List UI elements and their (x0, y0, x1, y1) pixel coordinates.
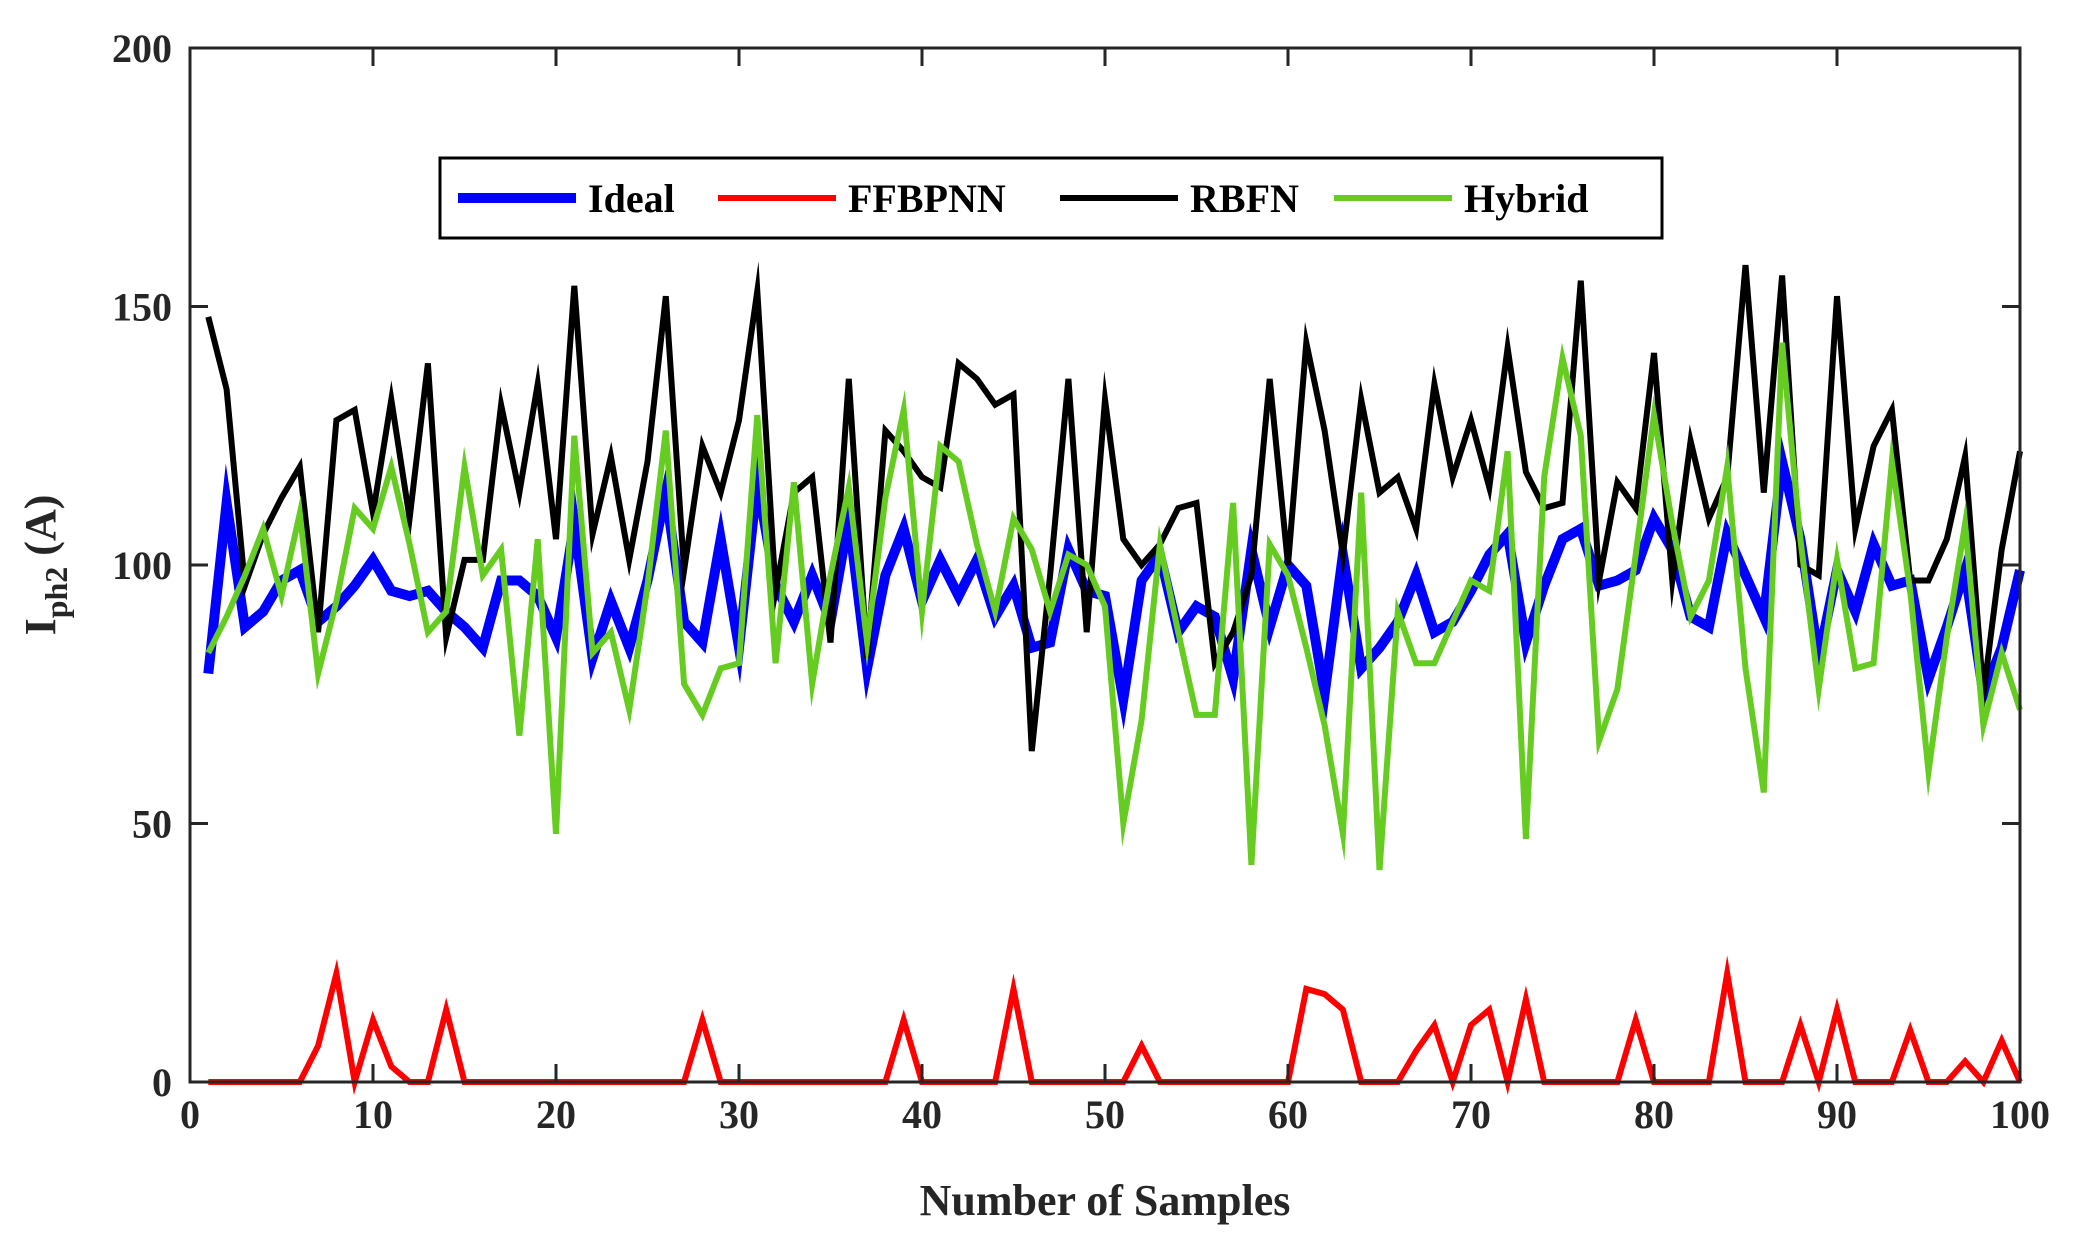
y-tick-label: 100 (112, 543, 172, 588)
y-axis-title-main: I (16, 618, 65, 635)
legend-label: RBFN (1190, 176, 1299, 221)
legend-label: FFBPNN (848, 176, 1006, 221)
legend-item-rbfn: RBFN (1060, 176, 1299, 221)
series-line-ideal (203, 432, 2025, 731)
y-tick-label: 50 (132, 802, 172, 847)
x-tick-label: 50 (1085, 1092, 1125, 1137)
series-layer (203, 261, 2025, 1096)
y-axis-title-subscript: ph2 (38, 567, 74, 619)
y-tick-label: 200 (112, 26, 172, 71)
legend-box (438, 156, 1664, 240)
x-tick-label: 40 (902, 1092, 942, 1137)
axis-ticks: 0 10 20 30 40 50 60 70 80 90 100 0 50 100 150 200 (112, 26, 2050, 1137)
x-tick-label: 20 (536, 1092, 576, 1137)
y-axis-title: Iph2 (A) (16, 495, 74, 636)
x-axis-title: Number of Samples (920, 1176, 1291, 1225)
x-tick-label: 10 (353, 1092, 393, 1137)
series-line-ffbpnn (208, 955, 2023, 1096)
x-tick-label: 30 (719, 1092, 759, 1137)
legend: Ideal FFBPNN RBFN Hybrid (438, 156, 1664, 240)
legend-item-hybrid: Hybrid (1334, 176, 1588, 221)
y-axis-title-unit: (A) (16, 495, 65, 567)
legend-label: Ideal (588, 176, 675, 221)
x-tick-label: 70 (1451, 1092, 1491, 1137)
legend-label: Hybrid (1464, 176, 1588, 221)
x-tick-label: 0 (180, 1092, 200, 1137)
x-tick-label: 60 (1268, 1092, 1308, 1137)
series-line-hybrid (205, 342, 2023, 871)
x-tick-label: 90 (1817, 1092, 1857, 1137)
series-line-rbfn (205, 261, 2023, 752)
x-tick-label: 100 (1990, 1092, 2050, 1137)
y-tick-label: 150 (112, 285, 172, 330)
y-tick-label: 0 (152, 1060, 172, 1105)
legend-item-ideal: Ideal (458, 176, 675, 221)
legend-item-ffbpnn: FFBPNN (718, 176, 1006, 221)
x-tick-label: 80 (1634, 1092, 1674, 1137)
